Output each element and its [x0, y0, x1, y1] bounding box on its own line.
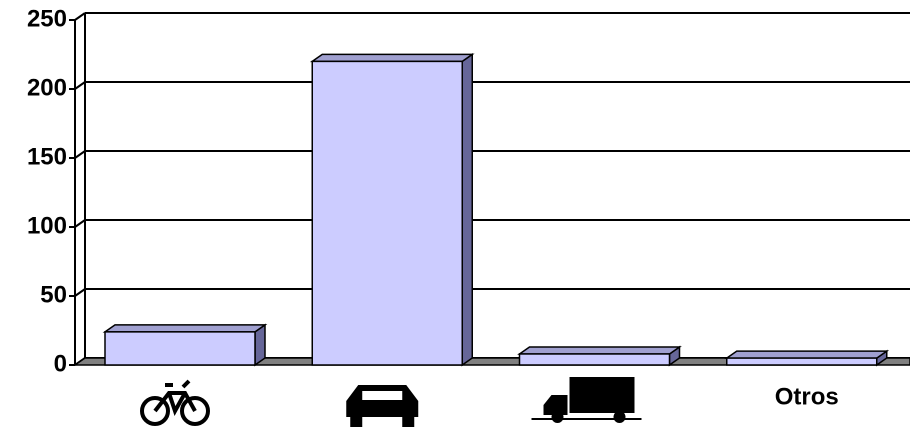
icon-part	[140, 396, 170, 426]
icon-part	[350, 417, 363, 427]
grid-line	[74, 288, 86, 297]
y-tick-label: 200	[27, 74, 67, 101]
bar	[726, 357, 878, 366]
y-tick-label: 150	[27, 143, 67, 170]
y-tick-label: 250	[27, 5, 67, 32]
icon-part	[153, 379, 197, 416]
icon-part	[569, 377, 635, 413]
bar-top	[102, 324, 268, 333]
bar	[518, 353, 671, 366]
grid-line	[74, 150, 86, 159]
y-tick-label: 100	[27, 212, 67, 239]
category-icons	[140, 377, 642, 427]
grid-line	[74, 219, 86, 228]
icon-part	[180, 396, 210, 426]
icon-part	[613, 411, 626, 423]
icon-part	[346, 385, 419, 417]
x-tick-label: Otros	[775, 383, 839, 410]
bar-top	[517, 346, 682, 355]
bar	[104, 331, 256, 366]
icon-part	[402, 417, 415, 427]
icon-part	[543, 395, 568, 415]
category-icon	[531, 377, 642, 423]
category-icon	[346, 385, 419, 427]
bar-side	[461, 52, 473, 367]
bar-top	[724, 350, 890, 359]
bar-top	[309, 53, 475, 63]
icon-part	[362, 391, 403, 400]
grid-line	[74, 12, 86, 21]
grid-line	[74, 81, 86, 90]
icon-part	[551, 411, 564, 423]
category-icon	[140, 379, 210, 426]
y-tick-label: 0	[54, 350, 67, 377]
y-tick-label: 50	[40, 281, 67, 308]
bar	[311, 60, 463, 366]
